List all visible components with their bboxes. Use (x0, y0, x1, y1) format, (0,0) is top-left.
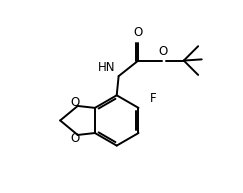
Text: O: O (70, 96, 79, 109)
Text: O: O (158, 45, 167, 58)
Text: HN: HN (98, 61, 116, 74)
Text: O: O (134, 26, 143, 39)
Text: F: F (150, 92, 156, 105)
Text: O: O (70, 132, 79, 145)
